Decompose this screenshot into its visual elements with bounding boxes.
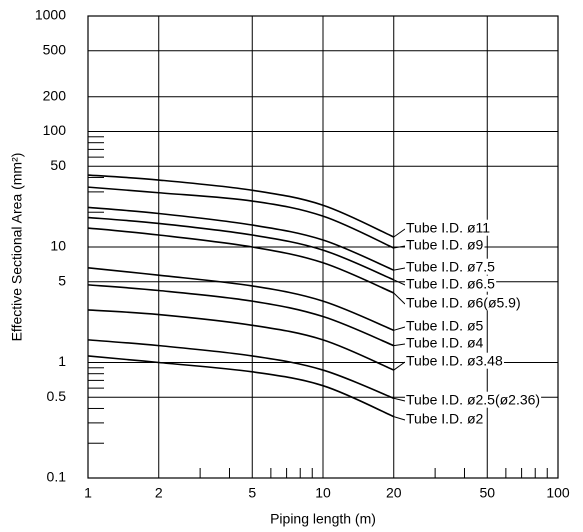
y-tick-label: 1	[58, 353, 66, 369]
legend-label-bg	[405, 352, 504, 369]
legend-label-bg	[405, 294, 522, 311]
legend-label-bg	[405, 236, 485, 253]
legend-label-bg	[405, 258, 497, 275]
curve	[87, 227, 395, 294]
curve	[87, 267, 395, 332]
leader-line	[393, 228, 406, 238]
legend-label-bg	[405, 391, 542, 408]
leader-line	[393, 361, 406, 371]
curve	[87, 284, 395, 347]
leader-line	[393, 245, 406, 249]
y-tick-label: 100	[43, 122, 67, 138]
curve	[87, 206, 395, 271]
curve	[87, 309, 395, 371]
leader-line	[393, 326, 406, 331]
legend-label: Tube I.D. ø2.5(ø2.36)	[406, 392, 540, 408]
y-tick-label: 50	[50, 157, 66, 173]
curve	[87, 339, 395, 400]
curve	[87, 186, 395, 249]
curve	[87, 216, 395, 281]
legend-label: Tube I.D. ø5	[406, 318, 484, 334]
y-tick-label: 500	[43, 41, 67, 57]
leader-line	[393, 397, 406, 402]
legend-label: Tube I.D. ø11	[406, 220, 490, 236]
x-tick-label: 20	[386, 485, 402, 501]
x-axis-label: Piping length (m)	[270, 511, 376, 527]
x-tick-label: 50	[479, 485, 495, 501]
legend-label-bg	[405, 317, 485, 334]
curve	[87, 355, 395, 418]
legend-label-bg	[405, 334, 485, 351]
leader-line	[393, 292, 406, 305]
legend-label: Tube I.D. ø2	[406, 411, 484, 427]
legend-label: Tube I.D. ø7.5	[406, 259, 495, 275]
legend-label-bg	[405, 275, 497, 292]
legend-label-bg	[405, 410, 485, 427]
legend-label: Tube I.D. ø6(ø5.9)	[406, 295, 521, 311]
curve	[87, 174, 395, 238]
y-tick-label: 0.5	[47, 388, 67, 404]
leader-line	[393, 343, 406, 347]
x-tick-label: 10	[315, 485, 331, 501]
legend-label: Tube I.D. ø4	[406, 335, 484, 351]
y-tick-label: 0.1	[47, 469, 67, 485]
leader-line	[393, 416, 406, 421]
legend-label: Tube I.D. ø9	[406, 237, 484, 253]
y-tick-label: 1000	[35, 7, 66, 23]
y-axis-label: Effective Sectional Area (mm²)	[9, 153, 25, 342]
x-tick-label: 100	[546, 485, 570, 501]
y-tick-label: 5	[58, 272, 66, 288]
x-tick-label: 2	[155, 485, 163, 501]
legend-label: Tube I.D. ø6.5	[406, 276, 495, 292]
y-tick-label: 10	[50, 238, 66, 254]
legend-label: Tube I.D. ø3.48	[406, 353, 503, 369]
leader-line	[393, 279, 406, 286]
leader-line	[393, 267, 406, 271]
legend-label-bg	[405, 219, 492, 236]
x-tick-label: 1	[84, 485, 92, 501]
y-tick-label: 200	[43, 87, 67, 103]
x-tick-label: 5	[248, 485, 256, 501]
